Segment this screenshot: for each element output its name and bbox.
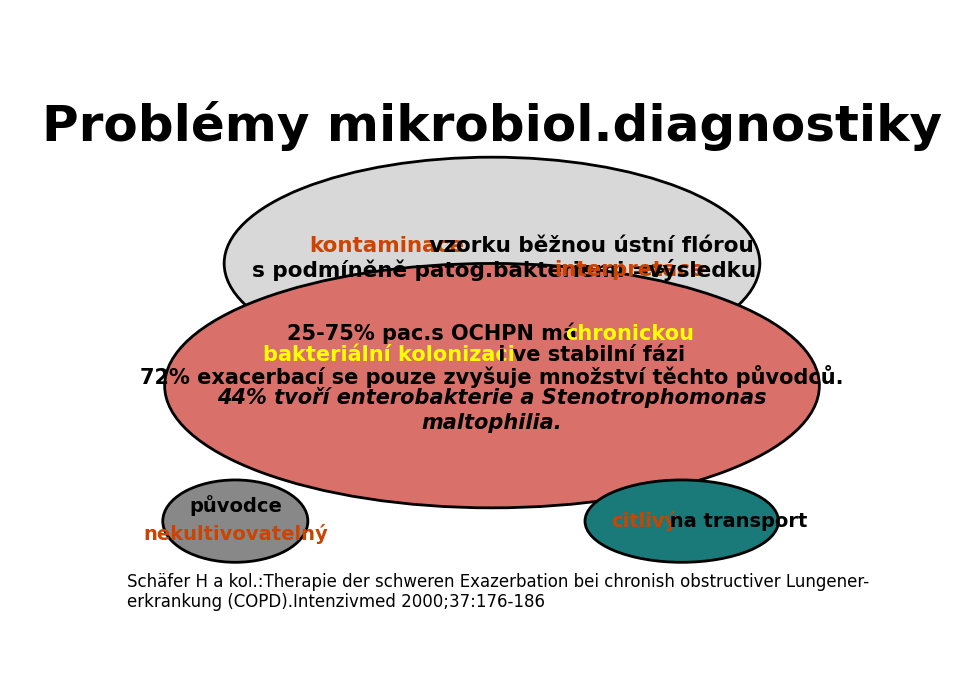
Text: interpretace: interpretace: [554, 260, 705, 280]
Text: 44% tvoří enterobakterie a Stenotrophomonas: 44% tvoří enterobakterie a Stenotrophomo…: [217, 387, 767, 408]
Text: Problémy mikrobiol.diagnostiky: Problémy mikrobiol.diagnostiky: [42, 101, 942, 151]
Text: výsledku: výsledku: [641, 259, 756, 281]
Text: Schäfer H a kol.:Therapie der schweren Exazerbation bei chronish obstructiver Lu: Schäfer H a kol.:Therapie der schweren E…: [128, 573, 870, 611]
Text: citlivý: citlivý: [611, 511, 678, 531]
Ellipse shape: [163, 480, 308, 562]
Text: na transport: na transport: [663, 511, 807, 531]
Text: 25-75% pac.s OCHPN má: 25-75% pac.s OCHPN má: [287, 323, 585, 344]
Ellipse shape: [585, 480, 779, 562]
Ellipse shape: [165, 264, 820, 508]
Text: 72% exacerbací se pouze zvyšuje množství těchto původců.: 72% exacerbací se pouze zvyšuje množství…: [140, 364, 844, 388]
Text: kontaminace: kontaminace: [310, 237, 465, 257]
Ellipse shape: [225, 157, 759, 370]
Text: maltophilia.: maltophilia.: [421, 413, 563, 433]
Text: nekultivovatelný: nekultivovatelný: [143, 524, 327, 544]
Text: i ve stabilní fázi: i ve stabilní fázi: [491, 345, 684, 365]
Text: původce: původce: [189, 495, 281, 515]
Text: chronickou: chronickou: [564, 324, 694, 344]
Text: s podmíněně patog.bakteriemi =>: s podmíněně patog.bakteriemi =>: [252, 259, 675, 281]
Text: bakteriální kolonizaci: bakteriální kolonizaci: [263, 345, 515, 365]
Text: vzorku běžnou ústní flórou: vzorku běžnou ústní flórou: [422, 237, 754, 257]
